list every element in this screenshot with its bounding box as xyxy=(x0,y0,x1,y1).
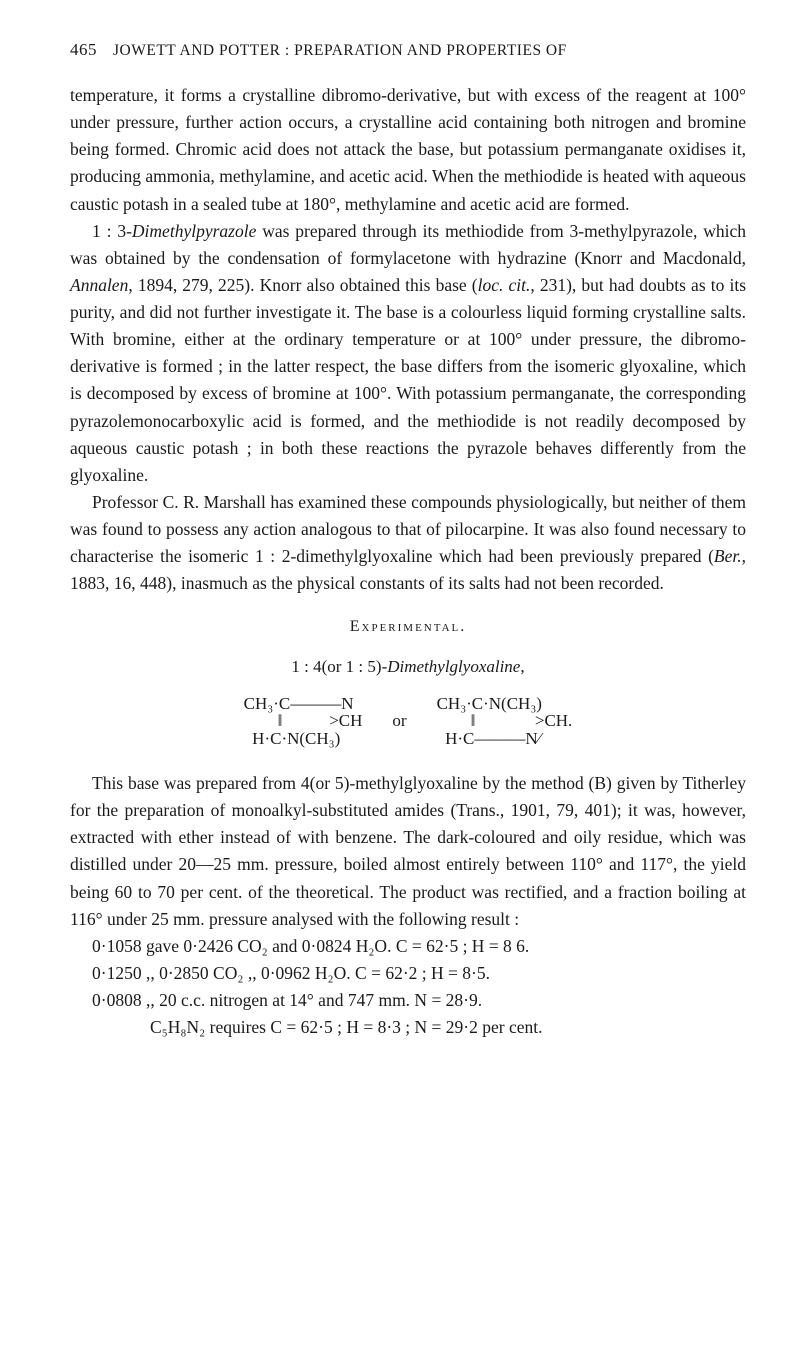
calc-line-3: 0·0808 ,, 20 c.c. nitrogen at 14° and 74… xyxy=(70,987,746,1014)
calc-line-1: 0·1058 gave 0·2426 CO₂ and 0·0824 H₂O. C… xyxy=(70,933,746,960)
page-number: 465 xyxy=(70,40,97,59)
chemical-structures: CH₃·C———N ‖ >CH H·C·N(CH₃) or CH₃·C·N(CH… xyxy=(70,695,746,749)
section-heading-experimental: Experimental. xyxy=(70,615,746,640)
header-text: JOWETT AND POTTER : PREPARATION AND PROP… xyxy=(113,42,567,59)
chem-structure-right: CH₃·C·N(CH₃) ‖ >CH. H·C———N⁄ xyxy=(437,695,573,749)
paragraph-4: This base was prepared from 4(or 5)-meth… xyxy=(70,770,746,933)
paragraph-3: Professor C. R. Marshall has examined th… xyxy=(70,489,746,598)
or-separator: or xyxy=(392,708,406,734)
formula-title: 1 : 4(or 1 : 5)-Dimethylglyoxaline, xyxy=(70,654,746,680)
paragraph-2: 1 : 3-Dimethylpyrazole was prepared thro… xyxy=(70,218,746,489)
calc-line-4: C₅H₈N₂ requires C = 62·5 ; H = 8·3 ; N =… xyxy=(70,1014,746,1041)
page: 465 JOWETT AND POTTER : PREPARATION AND P… xyxy=(0,0,801,1081)
calc-line-2: 0·1250 ,, 0·2850 CO₂ ,, 0·0962 H₂O. C = … xyxy=(70,960,746,987)
body-text: temperature, it forms a crystalline dibr… xyxy=(70,82,746,1041)
running-header: 465 JOWETT AND POTTER : PREPARATION AND P… xyxy=(70,40,746,60)
chem-structure-left: CH₃·C———N ‖ >CH H·C·N(CH₃) xyxy=(244,695,363,749)
paragraph-1: temperature, it forms a crystalline dibr… xyxy=(70,82,746,218)
